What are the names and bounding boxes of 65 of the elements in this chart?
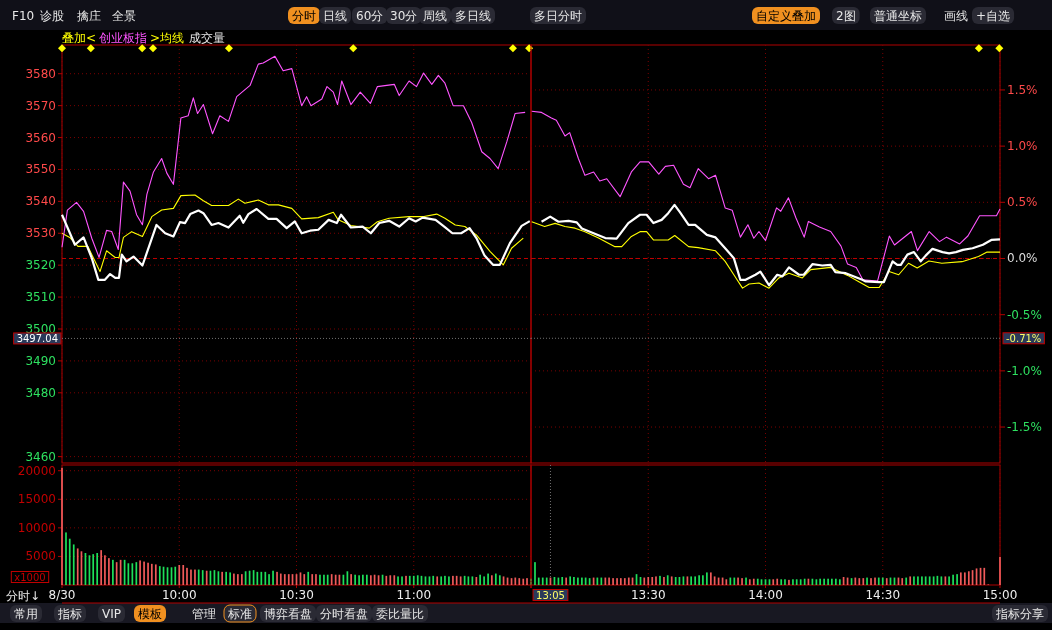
text: 分时 [292,9,316,23]
y-tick-label: 3580 [25,66,56,81]
text: 普通坐标 [874,9,922,23]
text: 多日线 [455,9,491,23]
text: 常用 [14,607,38,621]
x-tick-label: 13:30 [630,588,666,602]
text: VIP [102,607,121,621]
text: 全景 [112,9,136,23]
text: 周线 [423,9,447,23]
y-tick-label: 3520 [25,258,56,273]
y-tick-label: 3570 [25,98,56,113]
text: 管理 [192,607,216,621]
text: 指标 [57,607,82,621]
y-tick-label: 3550 [25,162,56,177]
y-tick-label: 3540 [25,194,56,209]
text: 诊股 [40,9,64,23]
y2-tick-label: -0.5% [1007,307,1042,322]
y2-tick-label: -1.5% [1007,420,1042,435]
legend-title: 叠加< [62,31,97,45]
text: 标准 [227,607,252,621]
x-tick-label: 14:00 [748,588,783,602]
y-tick-label: 10000 [17,520,56,535]
text: 30分 [390,9,418,23]
text: 指标分享 [995,607,1044,621]
y-axis-title: x1000 [14,571,46,583]
text: 创业板指 [99,31,148,45]
text: 委比量比 [376,607,424,621]
y-tick-label: 3530 [25,226,56,241]
y-tick-label: 3460 [25,449,56,464]
text: 画线 [944,9,968,23]
x-tick-label: 11:00 [396,588,432,602]
y2-tick-label: -1.0% [1007,363,1042,378]
y2-tick-label: 1.0% [1007,139,1038,154]
text: 模板 [138,607,162,621]
y-tick-label: 3490 [25,353,56,368]
y-tick-label: 15000 [17,492,56,507]
text: >均线 [150,31,185,45]
x-tick-label: 10:00 [161,588,197,602]
text: 分时↓ [6,589,41,603]
y2-tick-label: 1.5% [1007,82,1038,97]
x-tick-label: 10:30 [279,588,314,602]
text: 日线 [323,9,347,23]
ref-line-label: -0.71% [1006,332,1042,344]
x-tick-label: 15:00 [982,588,1018,602]
x-tick-label: 14:30 [865,588,901,602]
text: 60分 [356,9,384,23]
y-tick-label: 20000 [17,463,56,478]
y-tick-label: 5000 [25,549,56,564]
y-tick-label: 3510 [25,290,56,305]
ref-line-label: 3497.04 [16,332,58,344]
text: +自选 [976,9,1011,23]
y-tick-label: 3480 [25,385,56,400]
x-tick-label: 8/30 [48,588,76,602]
text: 擒庄 [77,9,101,23]
text: 分时看盘 [320,607,368,621]
y-tick-label: 3560 [25,130,56,145]
text: 成交量 [189,31,226,45]
text: 博弈看盘 [264,607,312,621]
text: 2图 [836,9,856,23]
text: F10 [12,9,35,23]
text: 自定义叠加 [756,9,816,23]
y2-tick-label: 0.5% [1007,195,1038,210]
ref-line-label: 13:05 [536,589,565,601]
text: 多日分时 [534,9,582,23]
y2-tick-label: 0.0% [1007,251,1038,266]
